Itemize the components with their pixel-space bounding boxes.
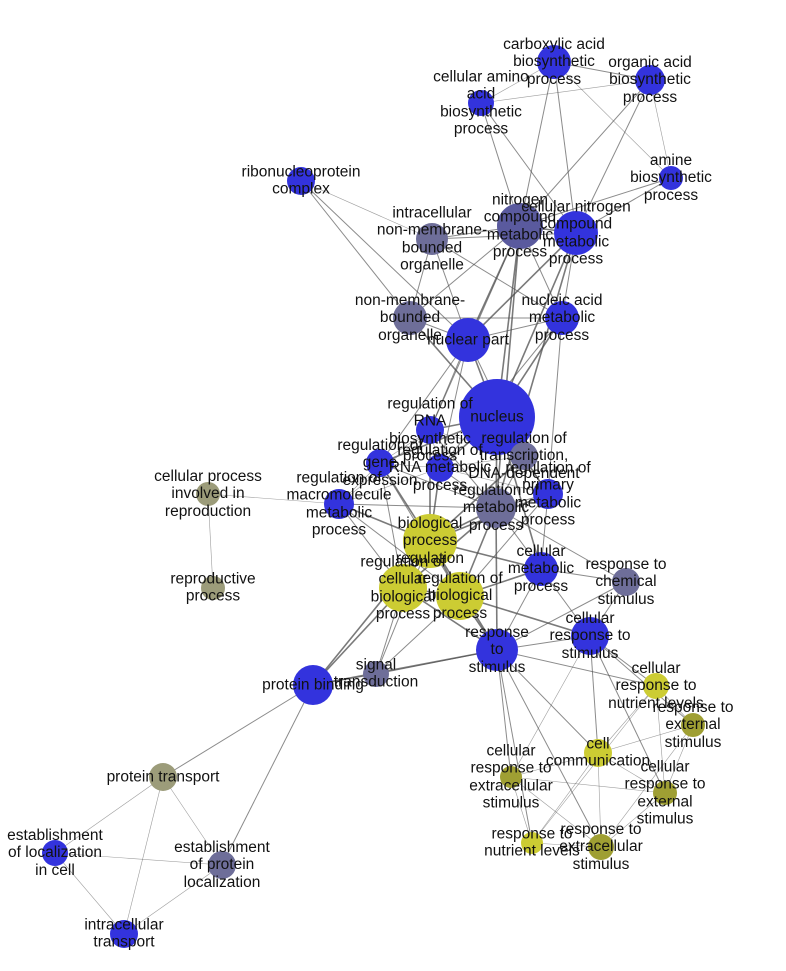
edge-organic_acid_biosynthetic_process-amine_biosynthetic_process — [650, 80, 671, 178]
edge-protein_binding-establishment_of_protein_localization — [222, 685, 313, 865]
go-term-node-response_to_nutrient_levels[interactable] — [521, 832, 543, 854]
edge-organic_acid_biosynthetic_process-cellular_amino_acid_biosynthetic_process — [481, 80, 650, 103]
edge-nucleic_acid_metabolic_process-regulation_of_primary_metabolic_process — [548, 318, 562, 494]
go-term-node-organic_acid_biosynthetic_process[interactable] — [635, 65, 665, 95]
go-term-node-nonmembrane_bounded_organelle[interactable] — [393, 301, 427, 335]
go-term-node-ribonucleoprotein_complex[interactable] — [287, 167, 315, 195]
go-term-node-protein_binding[interactable] — [293, 665, 333, 705]
go-term-node-nucleic_acid_metabolic_process[interactable] — [545, 301, 579, 335]
edge-carboxylic_acid_biosynthetic_process-nitrogen_compound_metabolic_process — [520, 62, 554, 226]
go-term-node-cellular_response_to_external_stimulus[interactable] — [653, 781, 677, 805]
edge-response_to_stimulus-response_to_nutrient_levels — [497, 650, 532, 843]
edge-establishment_of_localization_in_cell-establishment_of_protein_localization — [55, 853, 222, 865]
go-term-node-cellular_metabolic_process[interactable] — [524, 552, 558, 586]
go-term-node-regulation_of_primary_metabolic_process[interactable] — [533, 479, 563, 509]
go-network-diagram: carboxylic acid biosynthetic process orga… — [0, 0, 786, 971]
go-term-node-response_to_external_stimulus[interactable] — [681, 713, 705, 737]
edge-organic_acid_biosynthetic_process-cellular_nitrogen_compound_metabolic_process — [576, 80, 650, 233]
edge-cell_communication-response_to_nutrient_levels — [532, 753, 598, 843]
edge-response_to_stimulus-cell_communication — [497, 650, 598, 753]
edge-regulation_of_macromolecule_metabolic_process-regulation_of_metabolic_process — [339, 504, 496, 508]
edge-cellular_response_to_stimulus-response_to_external_stimulus — [590, 636, 693, 725]
go-term-node-response_to_extracellular_stimulus[interactable] — [588, 834, 614, 860]
go-term-node-response_to_chemical_stimulus[interactable] — [612, 568, 640, 596]
go-term-node-establishment_of_protein_localization[interactable] — [208, 851, 236, 879]
edge-response_to_external_stimulus-response_to_extracellular_stimulus — [601, 725, 693, 847]
go-term-node-signal_transduction[interactable] — [363, 661, 389, 687]
go-term-node-regulation_of_gene_expression[interactable] — [366, 449, 394, 477]
go-term-node-cellular_response_to_stimulus[interactable] — [571, 617, 609, 655]
go-term-node-cellular_amino_acid_biosynthetic_process[interactable] — [468, 90, 494, 116]
go-term-node-nitrogen_compound_metabolic_process[interactable] — [497, 203, 543, 249]
go-term-node-regulation_of_transcription_DNA_dependent[interactable] — [510, 442, 538, 470]
edge-ribonucleoprotein_complex-nuclear_part — [301, 181, 468, 340]
edge-cellular_process_involved_in_reproduction-reproductive_process — [208, 494, 213, 588]
edge-ribonucleoprotein_complex-intracellular_nonmembrane_bounded_organelle — [301, 181, 432, 239]
go-term-node-protein_transport[interactable] — [149, 763, 177, 791]
edge-amine_biosynthetic_process-nitrogen_compound_metabolic_process — [520, 178, 671, 226]
edge-cellular_response_to_stimulus-cellular_response_to_external_stimulus — [590, 636, 665, 793]
go-term-node-regulation_of_cellular_biological_process[interactable] — [379, 564, 427, 612]
edge-ribonucleoprotein_complex-nonmembrane_bounded_organelle — [301, 181, 410, 318]
go-term-node-carboxylic_acid_biosynthetic_process[interactable] — [537, 45, 571, 79]
go-term-node-intracellular_nonmembrane_bounded_organelle[interactable] — [416, 223, 448, 255]
go-term-node-regulation_of_macromolecule_metabolic_process[interactable] — [324, 489, 354, 519]
go-term-node-regulation_of_RNA_biosynthetic_process[interactable] — [416, 416, 444, 444]
go-term-node-cell_communication[interactable] — [584, 739, 612, 767]
edge-protein_transport-establishment_of_protein_localization — [163, 777, 222, 865]
go-term-node-cellular_response_to_extracellular_stimulus[interactable] — [500, 766, 522, 788]
edge-protein_binding-protein_transport — [163, 685, 313, 777]
go-term-node-cellular_process_involved_in_reproduction[interactable] — [196, 482, 220, 506]
go-term-node-amine_biosynthetic_process[interactable] — [659, 166, 683, 190]
go-term-node-reproductive_process[interactable] — [201, 576, 225, 600]
edge-cell_communication-response_to_extracellular_stimulus — [598, 753, 601, 847]
edge-organic_acid_biosynthetic_process-nitrogen_compound_metabolic_process — [520, 80, 650, 226]
edge-regulation_of_macromolecule_metabolic_process-cellular_process_involved_in_reproduction — [208, 494, 339, 504]
edges-layer — [0, 0, 786, 971]
go-term-node-response_to_stimulus[interactable] — [476, 629, 518, 671]
edge-regulation_of_RNA_metabolic_process-regulation_of_macromolecule_metabolic_process — [339, 468, 440, 504]
edge-establishment_of_localization_in_cell-intracellular_transport — [55, 853, 124, 934]
go-term-node-establishment_of_localization_in_cell[interactable] — [42, 840, 68, 866]
go-term-node-intracellular_transport[interactable] — [110, 920, 138, 948]
edge-regulation_of_metabolic_process-response_to_chemical_stimulus — [496, 508, 626, 582]
go-term-node-regulation_of_biological_process[interactable] — [436, 572, 484, 620]
go-term-node-cellular_response_to_nutrient_levels[interactable] — [643, 673, 669, 699]
edge-cellular_response_to_stimulus-cellular_response_to_extracellular_stimulus — [511, 636, 590, 777]
go-term-node-regulation_of_RNA_metabolic_process[interactable] — [426, 454, 454, 482]
go-term-node-biological_regulation[interactable] — [403, 514, 457, 568]
go-term-node-cellular_nitrogen_compound_metabolic_process[interactable] — [554, 211, 598, 255]
go-term-node-regulation_of_metabolic_process[interactable] — [476, 488, 516, 528]
edge-response_to_external_stimulus-cell_communication — [598, 725, 693, 753]
edges-group — [55, 62, 693, 934]
go-term-node-nuclear_part[interactable] — [446, 318, 490, 362]
